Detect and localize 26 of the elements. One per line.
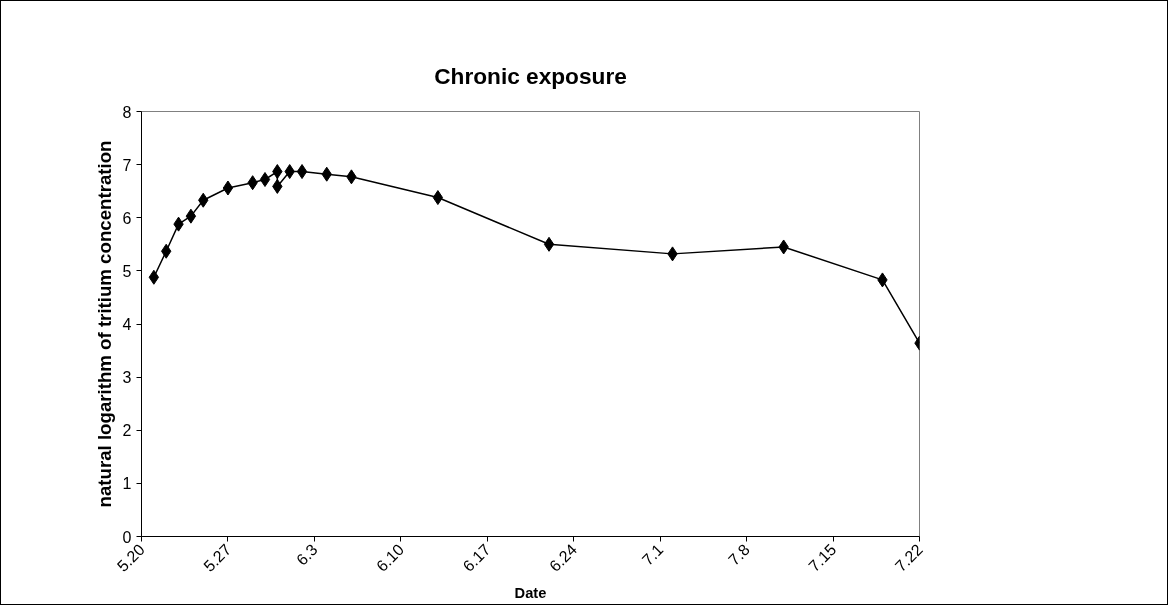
y-tick-label: 6 [122,209,132,227]
x-tick-label: 7.15 [805,540,840,575]
point [222,180,234,196]
y-tick-label: 2 [122,422,132,440]
y-axis-title: natural logarithm of tritium concentration [93,140,115,508]
y-tick-label: 0 [122,528,132,546]
y-tick-label: 1 [122,475,132,493]
x-tick-label: 6.3 [293,540,321,569]
point [543,236,555,252]
point [296,164,308,180]
point [432,190,444,206]
x-tick-label: 7.8 [725,540,754,569]
point [259,172,271,187]
point [185,208,197,224]
point [148,269,160,285]
x-tick-label: 7.1 [638,540,667,569]
y-tick-label: 3 [122,369,132,387]
y-tick-label: 5 [122,262,132,280]
chart-title: Chronic exposure [434,63,627,89]
y-tick-label: 7 [122,156,132,174]
x-tick-label: 7.22 [891,540,926,575]
y-tick-label: 8 [122,103,132,121]
x-axis-title: Date [514,585,547,602]
x-tick-label: 6.24 [546,540,581,575]
x-tick-label: 6.10 [373,540,408,575]
y-tick-label: 4 [122,316,132,333]
